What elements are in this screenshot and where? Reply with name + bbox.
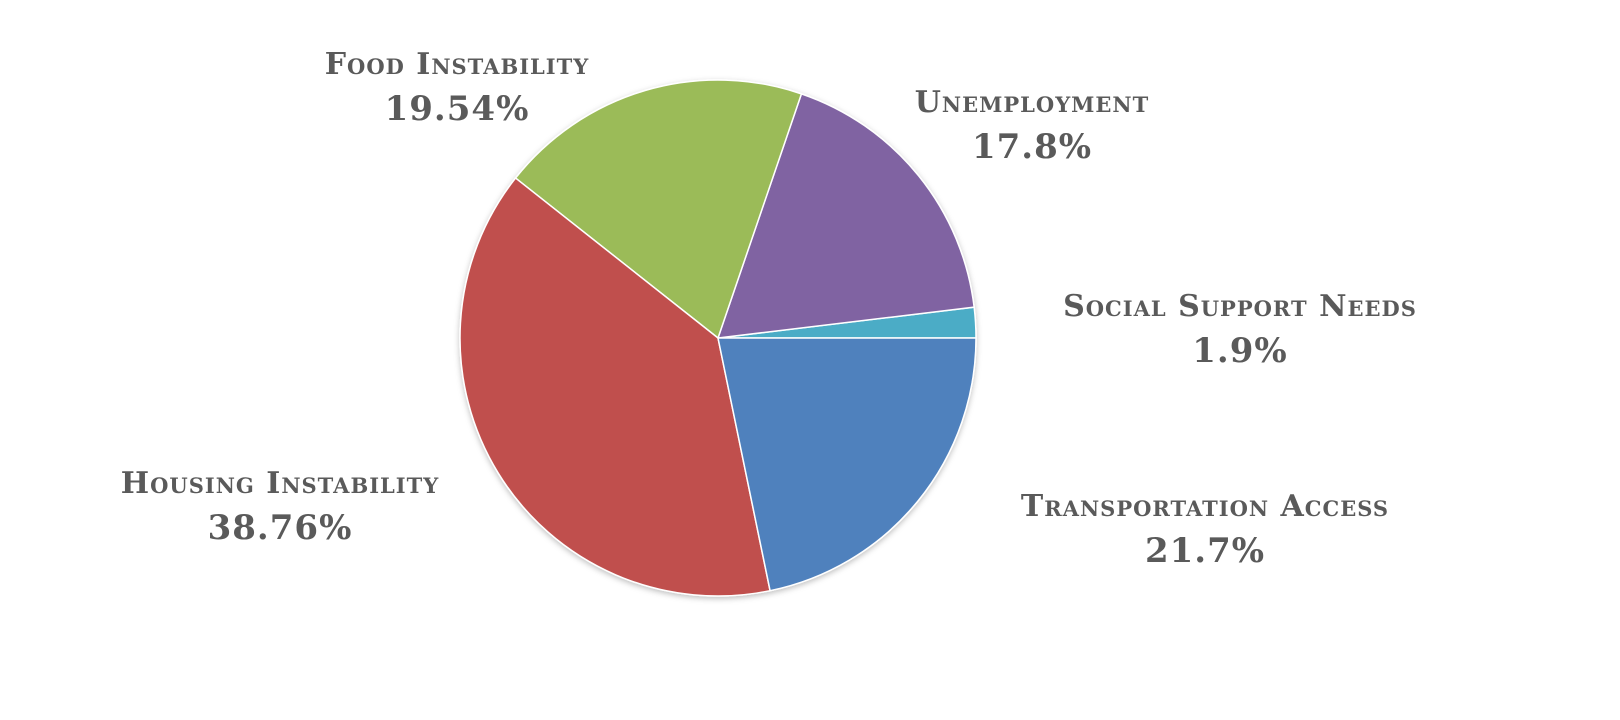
- pie-slice-unemployment: [716, 92, 975, 339]
- pie-slice-food-instability: [514, 79, 803, 340]
- slice-label-social-support-needs: Social Support Needs: [1063, 289, 1417, 324]
- slice-label-housing-instability: Housing Instability: [121, 466, 439, 501]
- slice-value-unemployment: 17.8%: [972, 127, 1092, 167]
- pie-labels: Social Support Needs 1.9% Unemployment 17.8…: [121, 47, 1417, 571]
- slice-value-housing-instability: 38.76%: [208, 508, 353, 548]
- slice-value-social-support-needs: 1.9%: [1192, 331, 1287, 371]
- slice-value-transportation-access: 21.7%: [1145, 531, 1265, 571]
- pie-slice-transportation-access: [717, 337, 977, 592]
- slice-value-food-instability: 19.54%: [385, 89, 530, 129]
- slice-label-unemployment: Unemployment: [915, 85, 1150, 120]
- slice-label-transportation-access: Transportation Access: [1021, 489, 1389, 524]
- slice-label-food-instability: Food Instability: [325, 47, 590, 82]
- pie-slices: [459, 79, 977, 597]
- pie-slice-housing-instability: [459, 177, 771, 597]
